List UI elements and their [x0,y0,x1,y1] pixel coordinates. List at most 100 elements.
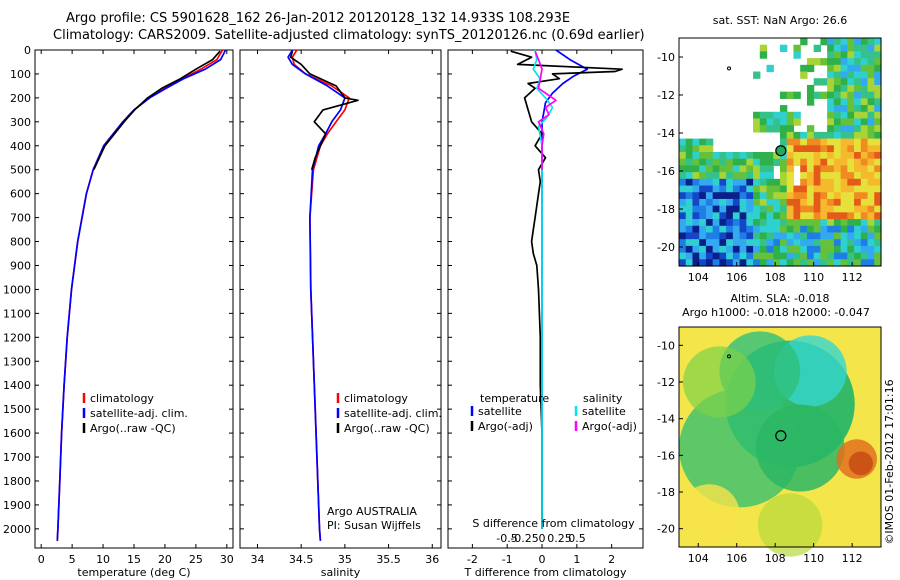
sst-cell [739,239,747,247]
sst-cell [712,178,720,187]
sst-cell [833,84,842,93]
sst-cell [847,225,855,234]
s-tick-label: 0 [539,532,546,545]
y-tick-label: 2000 [3,523,31,536]
sst-cell [705,232,714,240]
map-x-tick-label: 112 [842,271,863,284]
sst-cell [827,138,835,146]
sst-cell [786,165,795,173]
sst-cell [793,145,801,153]
sst-cell [679,212,687,220]
sst-cell [780,91,788,99]
profile-marker [775,145,787,157]
sst-cell [806,245,815,254]
sst-cell [766,165,774,173]
sst-cell [739,178,747,187]
sst-cell [867,64,875,73]
sst-cell [847,118,855,126]
sst-cell [679,165,687,173]
sst-cell [860,84,869,93]
sst-cell [726,245,734,254]
sst-cell [739,212,747,220]
map-x-tick-label: 104 [688,552,709,565]
s-tick-label: 0.25 [547,532,572,545]
sst-cell [712,185,720,193]
sst-cell [860,44,869,53]
sst-cell [712,205,720,213]
sst-cell [766,192,774,200]
sst-cell [833,212,842,220]
sst-cell [833,111,842,120]
sst-cell [726,225,734,234]
sst-cell [813,205,821,213]
sst-cell [685,172,694,180]
sst-cell [813,145,821,153]
sst-cell [786,219,795,227]
sst-cell [860,91,869,99]
y-tick-label: 1000 [3,283,31,296]
sst-cell [685,239,694,247]
sst-cell [766,245,774,254]
sst-cell [813,178,821,187]
sla-region [683,346,756,418]
sst-cell [867,125,875,133]
sst-cell [827,131,835,140]
sst-cell [833,245,842,254]
sst-cell [874,232,882,240]
sst-cell [874,38,882,46]
sst-cell [847,111,855,120]
sst-cell [827,212,835,220]
sst-cell [800,225,808,234]
sst-cell [847,259,855,267]
sst-cell [699,178,707,187]
annotation-text: PI: Susan Wijffels [327,519,421,532]
sst-cell [847,152,855,160]
sst-cell [705,138,714,146]
sst-cell [705,245,714,254]
sst-cell [679,172,687,180]
legend-label: Argo(-adj) [478,420,533,433]
sst-cell [874,58,882,66]
sst-cell [746,165,754,173]
map-y-tick-label: -16 [657,165,675,178]
sst-cell [867,212,875,220]
sst-cell [833,225,842,234]
sst-cell [800,64,808,73]
sst-cell [705,172,714,180]
sst-cell [847,51,855,59]
sst-cell [833,205,842,213]
sst-cell [813,259,821,267]
sst-cell [840,58,848,66]
sst-cell [806,252,815,260]
y-tick-label: 1400 [3,379,31,392]
sst-cell [685,225,694,234]
sst-cell [840,252,848,260]
sst-cell [827,219,835,227]
sst-cell [827,78,835,86]
series-line [56,49,227,541]
y-tick-label: 1500 [3,403,31,416]
sst-cell [780,225,788,234]
map-y-tick-label: -20 [657,523,675,536]
sst-cell [773,205,781,213]
sst-cell [820,239,828,247]
map-y-tick-label: -10 [657,339,675,352]
sst-cell [739,259,747,267]
y-tick-label: 700 [10,212,31,225]
sst-cell [773,111,781,120]
sst-cell [793,91,801,99]
sst-cell [793,239,801,247]
sst-cell [874,84,882,93]
sst-cell [867,198,875,207]
sst-cell [847,219,855,227]
sst-cell [860,219,869,227]
sst-cell [786,158,795,167]
sst-cell [759,172,768,180]
sst-cell [806,152,815,160]
sst-cell [840,152,848,160]
legend-label: Argo(..raw -QC) [90,422,176,435]
sst-cell [806,158,815,167]
sst-cell [806,91,815,99]
sst-cell [780,192,788,200]
sst-cell [847,158,855,167]
